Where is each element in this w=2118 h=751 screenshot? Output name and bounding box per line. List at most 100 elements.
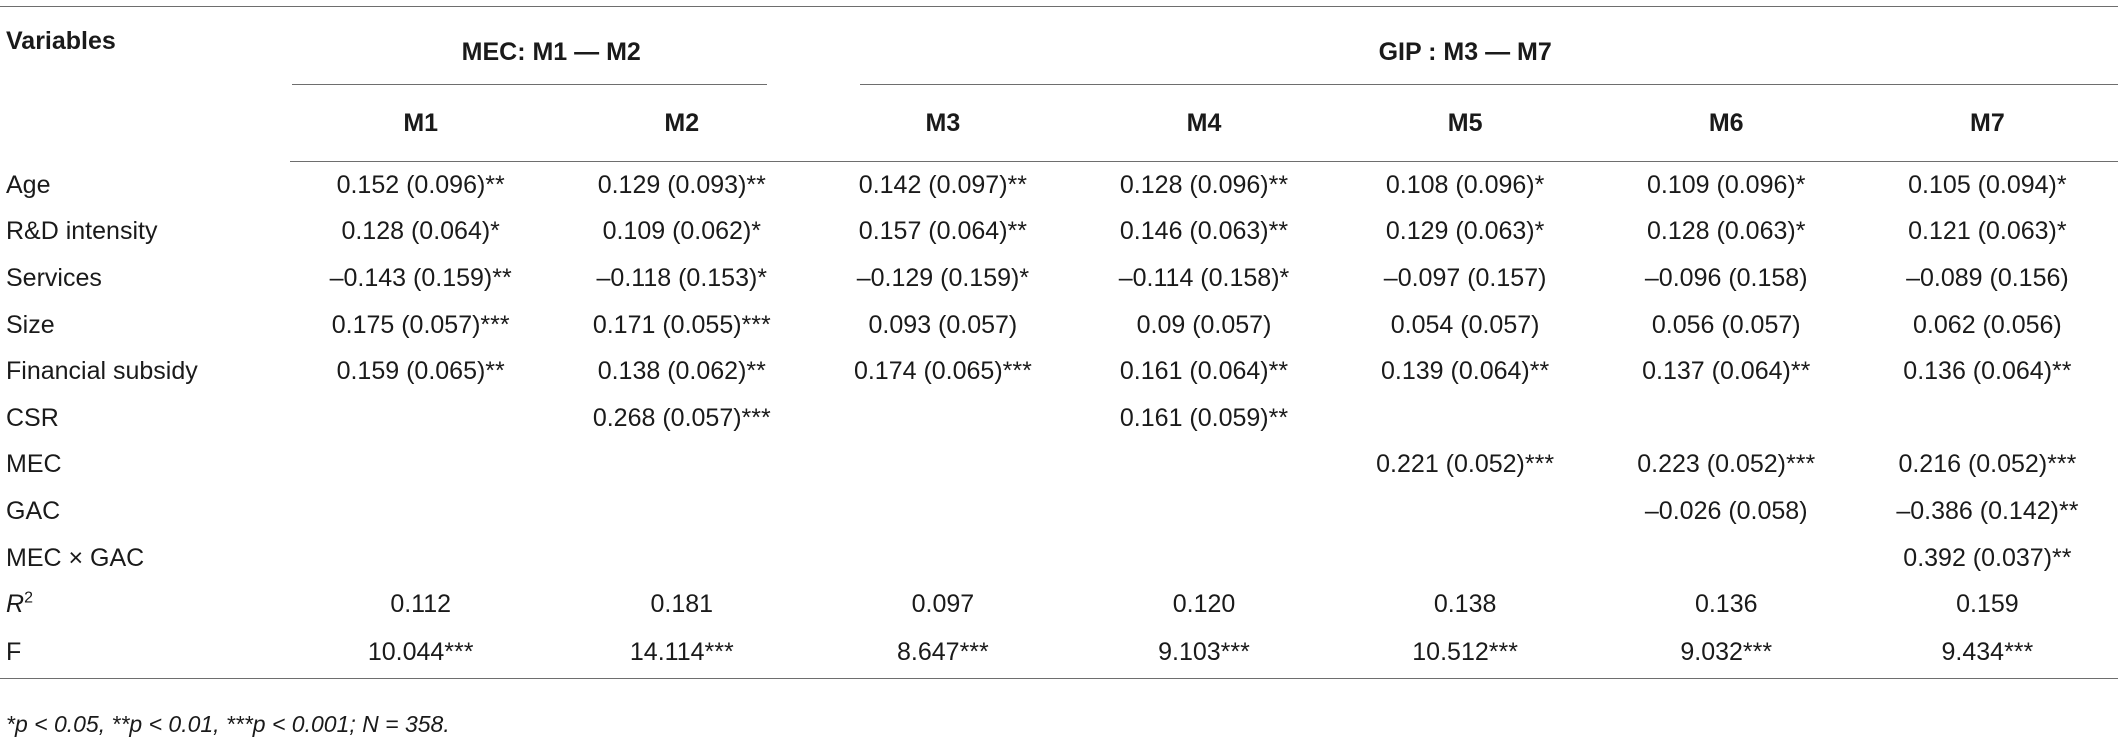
table-cell bbox=[290, 535, 551, 582]
table-cell: 0.161 (0.064)** bbox=[1119, 357, 1289, 386]
table-cell bbox=[1335, 395, 1596, 442]
table-cell: 0.159 (0.065)** bbox=[336, 357, 505, 386]
table-cell bbox=[812, 535, 1073, 582]
table-cell: –0.096 (0.158) bbox=[1644, 263, 1808, 292]
table-cell: –0.089 (0.156) bbox=[1906, 263, 2069, 292]
row-label: R2 bbox=[0, 581, 290, 628]
table-cell: 0.136 bbox=[1694, 590, 1758, 619]
table-cell: 0.268 (0.057)*** bbox=[592, 403, 771, 432]
table-cell bbox=[551, 442, 812, 489]
table-cell bbox=[812, 395, 1073, 442]
table-cell bbox=[812, 488, 1073, 535]
table-cell: –0.114 (0.158)* bbox=[1118, 263, 1290, 292]
table-cell: 0.223 (0.052)*** bbox=[1637, 450, 1816, 479]
table-cell: 0.136 (0.064)** bbox=[1903, 357, 2072, 386]
table-cell bbox=[1596, 395, 1857, 442]
table-cell bbox=[1073, 488, 1334, 535]
table-cell: 0.138 (0.062)** bbox=[597, 357, 766, 386]
table-cell: 0.093 (0.057) bbox=[868, 310, 1018, 339]
table-cell: 0.181 bbox=[650, 590, 714, 619]
row-label: Age bbox=[6, 170, 51, 199]
table-cell: 0.175 (0.057)*** bbox=[331, 310, 510, 339]
table-cell: 0.152 (0.096)** bbox=[336, 170, 505, 199]
table-cell: –0.026 (0.058) bbox=[1644, 496, 1808, 525]
table-row-age: Age 0.152 (0.096)** 0.129 (0.093)** 0.142 (… bbox=[0, 162, 2118, 209]
table-row-csr: CSR 0.268 (0.057)*** 0.161 (0.059)** bbox=[0, 395, 2118, 442]
model-header-m6: M6 bbox=[1595, 85, 1857, 162]
table-row-f-statistic: F 10.044*** 14.114*** 8.647*** 9.103*** 10.51… bbox=[0, 627, 2118, 679]
table-cell: 14.114*** bbox=[551, 627, 813, 679]
table-cell bbox=[551, 535, 812, 582]
model-header-m5: M5 bbox=[1334, 85, 1596, 162]
table-cell: 0.221 (0.052)*** bbox=[1376, 450, 1555, 479]
table-cell: 0.109 (0.062)* bbox=[602, 217, 762, 246]
model-header-m3: M3 bbox=[812, 85, 1074, 162]
table-cell: –0.386 (0.142)** bbox=[1896, 496, 2079, 525]
table-cell: 0.161 (0.059)** bbox=[1119, 403, 1289, 432]
r2-label-base: R bbox=[6, 590, 25, 619]
table-cell: 0.054 (0.057) bbox=[1390, 310, 1540, 339]
row-label: Size bbox=[6, 310, 55, 339]
table-cell: –0.143 (0.159)** bbox=[329, 263, 512, 292]
table-cell: 0.105 (0.094)* bbox=[1908, 170, 2067, 199]
table-cell: 0.392 (0.037)** bbox=[1903, 543, 2072, 572]
table-cell: 9.032*** bbox=[1595, 627, 1857, 679]
r2-label-sup: 2 bbox=[24, 589, 33, 607]
row-label: F bbox=[0, 627, 291, 679]
table-cell bbox=[1335, 535, 1596, 582]
table-row-mec-gac: MEC × GAC 0.392 (0.037)** bbox=[0, 535, 2118, 582]
table-cell: 0.139 (0.064)** bbox=[1381, 357, 1550, 386]
table-cell: 0.056 (0.057) bbox=[1651, 310, 1801, 339]
table-cell: 0.108 (0.096)* bbox=[1385, 170, 1545, 199]
table-row-services: Services –0.143 (0.159)** –0.118 (0.153)* –… bbox=[0, 255, 2118, 302]
table-cell bbox=[1596, 535, 1857, 582]
table-cell: 8.647*** bbox=[812, 627, 1074, 679]
table-cell: 0.216 (0.052)*** bbox=[1898, 450, 2077, 479]
table-cell: 0.142 (0.097)** bbox=[858, 170, 1027, 199]
row-label: GAC bbox=[6, 496, 61, 525]
table-cell bbox=[290, 442, 551, 489]
table-cell: 0.062 (0.056) bbox=[1913, 310, 2062, 339]
table-cell: –0.129 (0.159)* bbox=[856, 263, 1030, 292]
table-footnote: *p < 0.05, **p < 0.01, ***p < 0.001; N =… bbox=[6, 711, 450, 737]
table-cell bbox=[1857, 395, 2118, 442]
row-label: R&D intensity bbox=[6, 217, 158, 246]
model-header-m2: M2 bbox=[551, 85, 813, 162]
model-header-m7: M7 bbox=[1856, 85, 2118, 162]
table-row-financial-subsidy: Financial subsidy 0.159 (0.065)** 0.138 (0… bbox=[0, 348, 2118, 395]
row-label: Services bbox=[6, 263, 102, 292]
row-label: MEC bbox=[6, 450, 62, 479]
table-row-size: Size 0.175 (0.057)*** 0.171 (0.055)*** 0.09… bbox=[0, 302, 2118, 349]
table-cell: –0.118 (0.153)* bbox=[596, 263, 768, 292]
table-cell: 0.112 bbox=[390, 590, 452, 619]
model-header-m1: M1 bbox=[290, 85, 552, 162]
table-cell: 0.129 (0.063)* bbox=[1385, 217, 1545, 246]
table-cell bbox=[290, 395, 551, 442]
table-cell: 0.137 (0.064)** bbox=[1642, 357, 1811, 386]
row-label: CSR bbox=[6, 403, 59, 432]
table-cell: 0.121 (0.063)* bbox=[1908, 217, 2067, 246]
table-cell: 0.128 (0.064)* bbox=[341, 217, 500, 246]
table-cell bbox=[1335, 488, 1596, 535]
table-row-r-squared: R2 0.112 0.181 0.097 0.120 0.138 0.136 0.159 bbox=[0, 581, 2118, 628]
group-underline-mec bbox=[290, 84, 812, 85]
table-cell bbox=[1073, 535, 1334, 582]
table-row-gac: GAC –0.026 (0.058) –0.386 (0.142)** bbox=[0, 488, 2118, 535]
table-row-r-d-intensity: R&D intensity 0.128 (0.064)* 0.109 (0.062)… bbox=[0, 209, 2118, 256]
table-cell: 9.103*** bbox=[1073, 627, 1335, 679]
group-underline-gip bbox=[812, 84, 2118, 85]
table-cell: 0.146 (0.063)** bbox=[1119, 217, 1289, 246]
table-cell: 0.109 (0.096)* bbox=[1647, 170, 1806, 199]
table-row-mec: MEC 0.221 (0.052)*** 0.223 (0.052)*** 0.216… bbox=[0, 442, 2118, 489]
table-cell: 10.044*** bbox=[290, 627, 552, 679]
table-cell: 0.097 bbox=[911, 590, 975, 619]
table-cell: 0.09 (0.057) bbox=[1136, 310, 1272, 339]
table-cell: 9.434*** bbox=[1856, 627, 2118, 679]
table-cell: 0.120 bbox=[1172, 590, 1236, 619]
table-cell: 0.138 bbox=[1433, 590, 1497, 619]
model-header-m4: M4 bbox=[1073, 85, 1335, 162]
row-label: MEC × GAC bbox=[6, 543, 145, 572]
table-cell: 0.157 (0.064)** bbox=[858, 217, 1027, 246]
table-cell: 0.174 (0.065)*** bbox=[853, 357, 1032, 386]
